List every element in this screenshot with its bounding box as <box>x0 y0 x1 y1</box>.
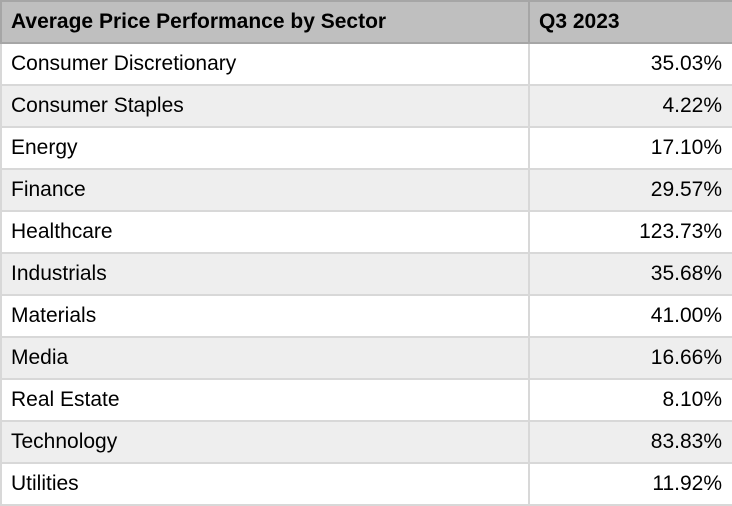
table-row: Technology 83.83% <box>0 420 732 464</box>
sector-name: Industrials <box>0 252 530 296</box>
sector-name: Technology <box>0 420 530 464</box>
table-row: Consumer Staples 4.22% <box>0 84 732 128</box>
sector-value: 17.10% <box>528 126 732 170</box>
table-row: Energy 17.10% <box>0 126 732 170</box>
sector-value: 123.73% <box>528 210 732 254</box>
sector-name: Consumer Staples <box>0 84 530 128</box>
sector-value: 29.57% <box>528 168 732 212</box>
sector-value: 83.83% <box>528 420 732 464</box>
sector-value: 11.92% <box>528 462 732 506</box>
table-row: Real Estate 8.10% <box>0 378 732 422</box>
sector-value: 8.10% <box>528 378 732 422</box>
table-row: Consumer Discretionary 35.03% <box>0 42 732 86</box>
sector-value: 35.68% <box>528 252 732 296</box>
sector-name: Real Estate <box>0 378 530 422</box>
sector-name: Healthcare <box>0 210 530 254</box>
header-cell-sector: Average Price Performance by Sector <box>0 0 530 44</box>
table-row: Media 16.66% <box>0 336 732 380</box>
table-header-row: Average Price Performance by Sector Q3 2… <box>0 0 732 44</box>
table-row: Industrials 35.68% <box>0 252 732 296</box>
table-row: Materials 41.00% <box>0 294 732 338</box>
header-cell-period: Q3 2023 <box>528 0 732 44</box>
sector-name: Energy <box>0 126 530 170</box>
sector-name: Materials <box>0 294 530 338</box>
table-row: Healthcare 123.73% <box>0 210 732 254</box>
sector-value: 4.22% <box>528 84 732 128</box>
sector-value: 35.03% <box>528 42 732 86</box>
sector-value: 16.66% <box>528 336 732 380</box>
sector-value: 41.00% <box>528 294 732 338</box>
sector-name: Utilities <box>0 462 530 506</box>
sector-name: Consumer Discretionary <box>0 42 530 86</box>
table-row: Utilities 11.92% <box>0 462 732 506</box>
sector-name: Finance <box>0 168 530 212</box>
table-row: Finance 29.57% <box>0 168 732 212</box>
sector-name: Media <box>0 336 530 380</box>
